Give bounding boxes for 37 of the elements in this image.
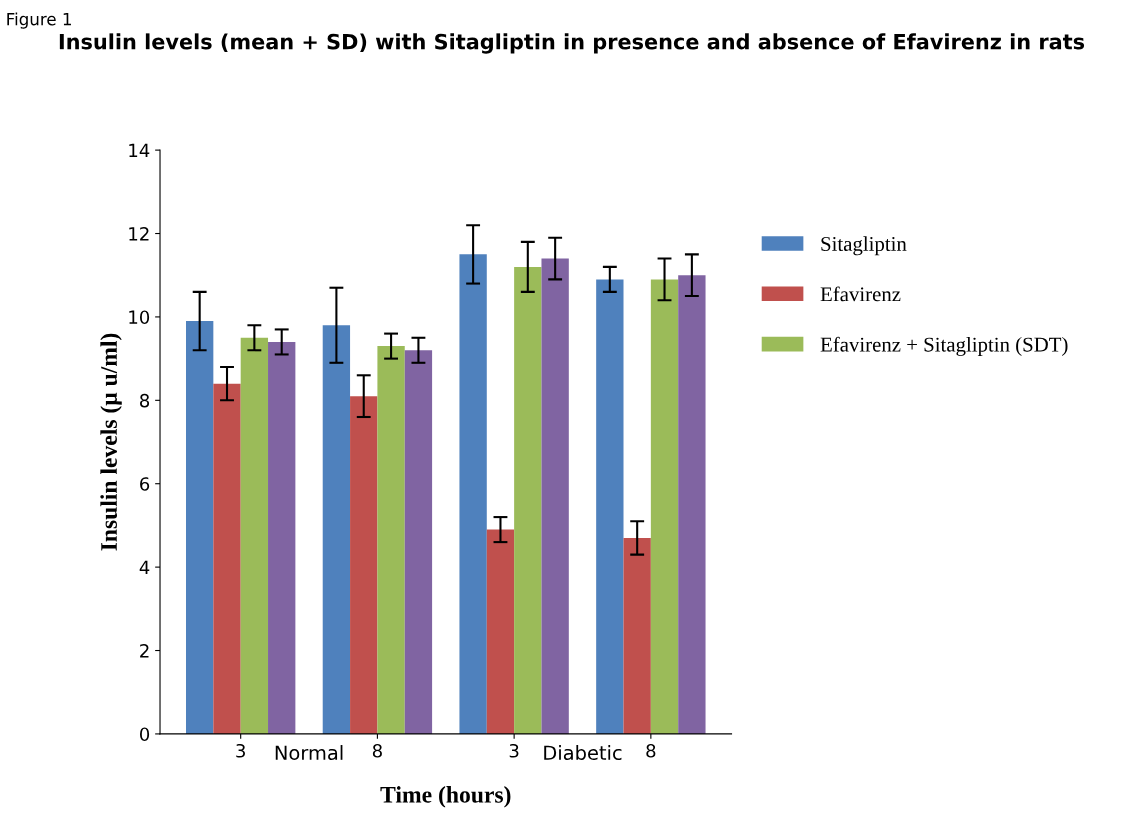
y-tick-label: 12 xyxy=(129,226,149,241)
bar xyxy=(459,254,487,734)
legend-label: Efavirenz xyxy=(820,286,901,302)
x-tick-label: 3 xyxy=(236,743,245,758)
x-tick-label: 8 xyxy=(646,743,656,758)
bar xyxy=(240,337,269,734)
chart-title: Insulin levels (mean + SD) with Sitagliptin in presence and absence of Efavirenz in rats xyxy=(59,33,1085,54)
y-tick-label: 0 xyxy=(140,727,150,742)
caption: Figure 1 xyxy=(7,12,71,29)
bar xyxy=(213,383,241,734)
legend-label: Sitagliptin xyxy=(821,236,907,256)
bar xyxy=(404,350,433,734)
y-tick-label: 6 xyxy=(140,477,150,491)
bar xyxy=(350,396,378,734)
bar xyxy=(678,275,706,734)
y-tick-label: 8 xyxy=(140,393,150,408)
y-axis-title: Insulin levels (μ u/ml) xyxy=(100,333,122,551)
bar xyxy=(650,279,679,734)
y-tick-label: 2 xyxy=(140,643,149,658)
bar xyxy=(486,529,515,734)
y-tick-label: 4 xyxy=(139,560,150,574)
text: Diabetic xyxy=(544,745,622,761)
bar xyxy=(186,321,214,734)
bar xyxy=(322,325,351,734)
bar xyxy=(514,266,542,734)
bar xyxy=(268,341,296,734)
legend-label: Efavirenz + Sitagliptin (SDT) xyxy=(820,336,1068,356)
bar xyxy=(623,537,651,734)
bar xyxy=(377,346,405,734)
x-tick-label: 8 xyxy=(372,743,382,758)
text: Normal xyxy=(275,745,343,761)
y-tick-label: 10 xyxy=(129,310,150,325)
bar xyxy=(596,279,624,734)
bar xyxy=(541,258,569,734)
x-tick-label: 3 xyxy=(509,743,519,758)
x-axis-title: Time (hours) xyxy=(380,786,511,808)
y-tick-label: 14 xyxy=(129,143,150,157)
